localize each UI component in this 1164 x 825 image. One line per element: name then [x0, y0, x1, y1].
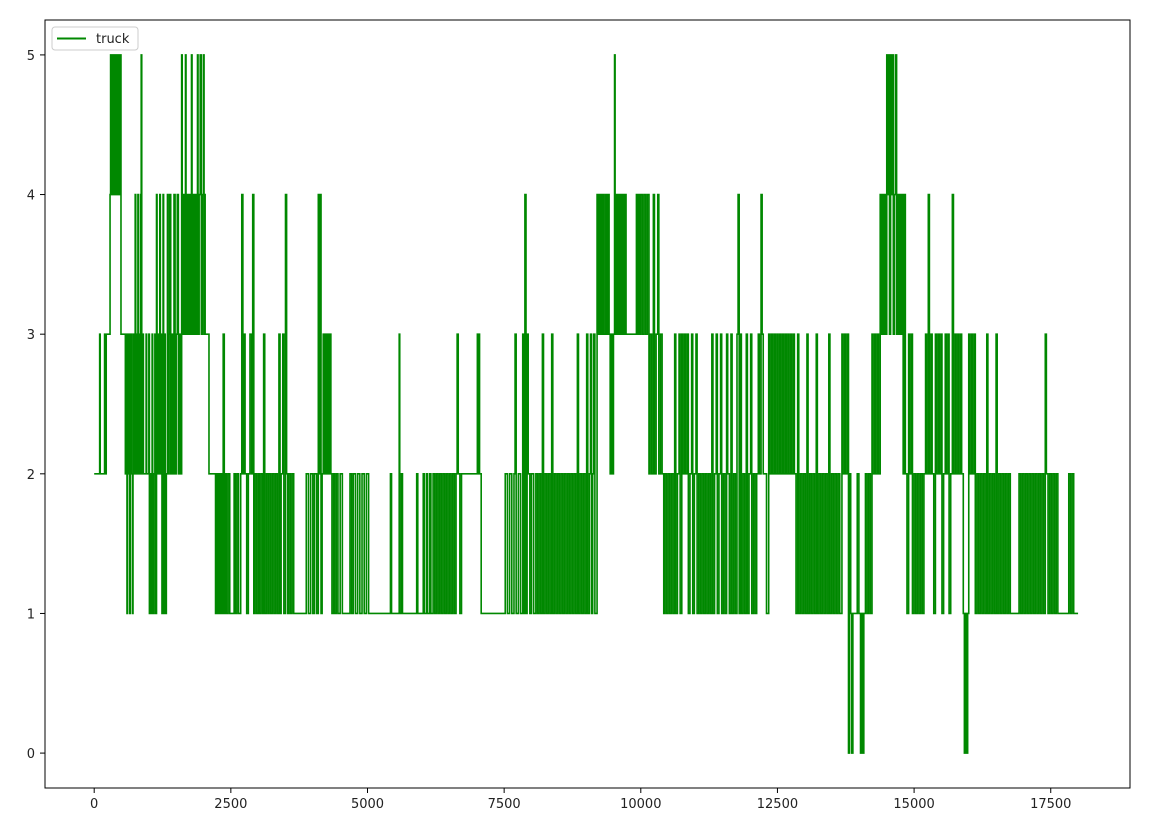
x-tick-label: 15000: [893, 797, 934, 812]
series-layer: [94, 54, 1079, 754]
x-axis: 0 2500 5000 7500 10000 12500 15000 17500: [90, 788, 1071, 812]
y-tick-label: 5: [27, 49, 35, 64]
y-axis: 0 1 2 3 4 5: [27, 49, 45, 762]
axes-frame: [44, 19, 1131, 789]
y-tick-label: 2: [27, 468, 35, 483]
legend-box: [51, 26, 139, 51]
y-tick-label: 3: [27, 328, 35, 343]
x-tick-label: 2500: [214, 797, 247, 812]
x-tick-label: 10000: [620, 797, 661, 812]
x-tick-label: 7500: [488, 797, 521, 812]
y-tick-label: 1: [27, 607, 35, 622]
x-tick-label: 0: [90, 797, 98, 812]
legend: truck: [51, 26, 139, 51]
y-tick-label: 4: [27, 189, 35, 204]
legend-label-truck: truck: [96, 32, 130, 47]
y-tick-label: 0: [27, 747, 35, 762]
series-line-truck: [94, 54, 1079, 754]
x-tick-label: 5000: [351, 797, 384, 812]
x-tick-label: 17500: [1030, 797, 1071, 812]
x-tick-label: 12500: [757, 797, 798, 812]
